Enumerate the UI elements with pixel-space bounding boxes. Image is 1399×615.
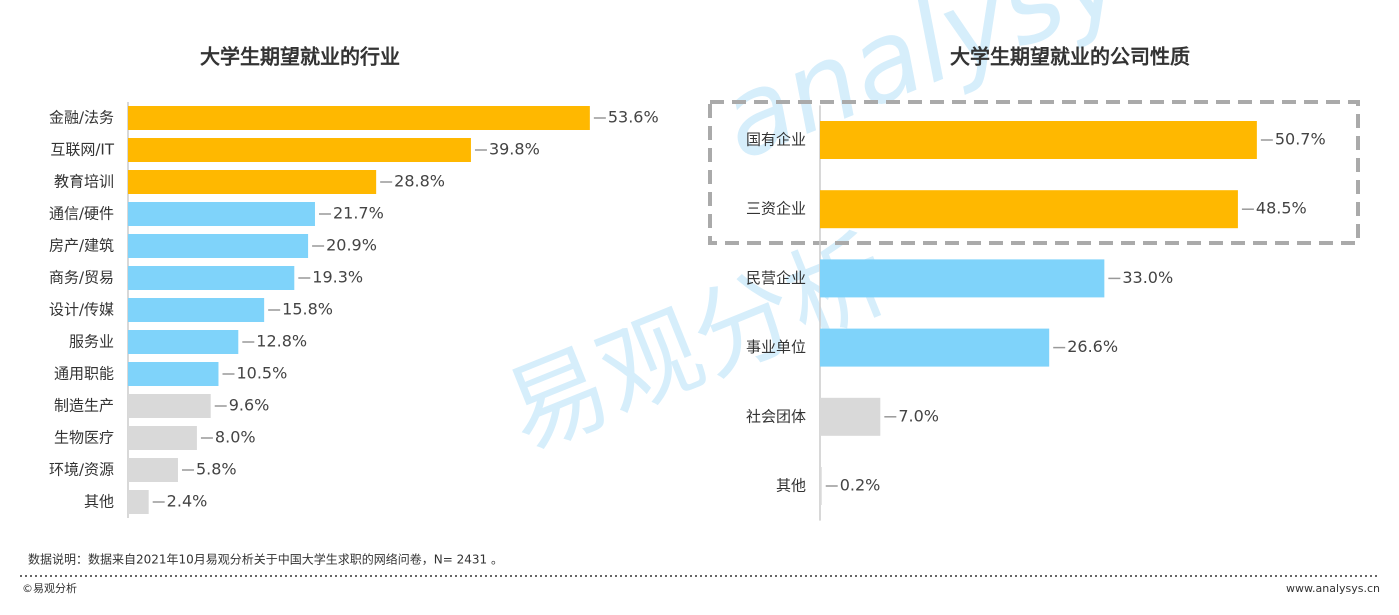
value-label: 26.6% — [1067, 337, 1118, 356]
category-label: 制造生产 — [54, 397, 114, 415]
bar — [128, 458, 178, 482]
value-label: 53.6% — [608, 108, 659, 127]
category-label: 事业单位 — [746, 338, 806, 356]
category-label: 金融/法务 — [49, 109, 114, 127]
value-label: 33.0% — [1122, 268, 1173, 287]
category-label: 通信/硬件 — [49, 205, 114, 223]
value-label: 2.4% — [167, 492, 208, 511]
value-label: 7.0% — [898, 406, 939, 425]
value-label: 50.7% — [1275, 130, 1326, 149]
category-label: 三资企业 — [746, 200, 806, 218]
value-label: 20.9% — [326, 236, 377, 255]
footer-left: ©易观分析 — [22, 581, 77, 595]
value-label: 0.2% — [840, 476, 881, 495]
chart-title: 大学生期望就业的公司性质 — [950, 45, 1190, 69]
value-label: 19.3% — [312, 268, 363, 287]
bar — [128, 490, 149, 514]
bar — [820, 190, 1238, 229]
value-label: 5.8% — [196, 460, 237, 479]
category-label: 通用职能 — [54, 365, 114, 383]
note: 数据说明：数据来自2021年10月易观分析关于中国大学生求职的网络问卷，N= 2… — [28, 552, 503, 567]
value-label: 8.0% — [215, 428, 256, 447]
value-label: 15.8% — [282, 300, 333, 319]
bar — [820, 397, 881, 436]
category-label: 国有企业 — [746, 131, 806, 149]
value-label: 21.7% — [333, 204, 384, 223]
category-label: 民营企业 — [746, 269, 806, 287]
category-label: 服务业 — [69, 333, 114, 351]
bar — [128, 330, 239, 354]
footer-right: www.analysys.cn — [1286, 582, 1380, 595]
chart-title: 大学生期望就业的行业 — [200, 45, 400, 69]
bar — [820, 328, 1050, 367]
category-label: 设计/传媒 — [49, 301, 114, 319]
category-label: 环境/资源 — [49, 461, 114, 479]
value-label: 39.8% — [489, 140, 540, 159]
bar — [128, 362, 219, 386]
category-label: 商务/贸易 — [49, 269, 114, 287]
bar — [128, 170, 377, 194]
bar — [820, 259, 1105, 298]
value-label: 28.8% — [394, 172, 445, 191]
bar — [128, 266, 295, 290]
value-label: 12.8% — [256, 332, 307, 351]
category-label: 社会团体 — [746, 407, 806, 425]
value-label: 9.6% — [229, 396, 270, 415]
value-label: 10.5% — [236, 364, 287, 383]
bar — [128, 106, 590, 130]
bar — [128, 426, 197, 450]
bar — [128, 298, 265, 322]
bar — [128, 234, 309, 258]
value-label: 48.5% — [1256, 199, 1307, 218]
bar — [820, 121, 1257, 159]
bar — [128, 394, 211, 418]
category-label: 教育培训 — [54, 173, 114, 191]
category-label: 生物医疗 — [54, 429, 114, 447]
category-label: 互联网/IT — [50, 141, 114, 159]
bar — [820, 467, 822, 505]
category-label: 房产/建筑 — [49, 237, 114, 255]
category-label: 其他 — [84, 493, 114, 511]
bar — [128, 202, 315, 226]
bar — [128, 138, 471, 162]
category-label: 其他 — [776, 477, 806, 495]
highlight-box — [708, 100, 1360, 245]
